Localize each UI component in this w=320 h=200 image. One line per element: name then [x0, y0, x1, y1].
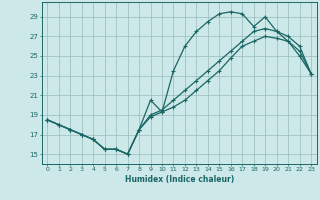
X-axis label: Humidex (Indice chaleur): Humidex (Indice chaleur)	[124, 175, 234, 184]
